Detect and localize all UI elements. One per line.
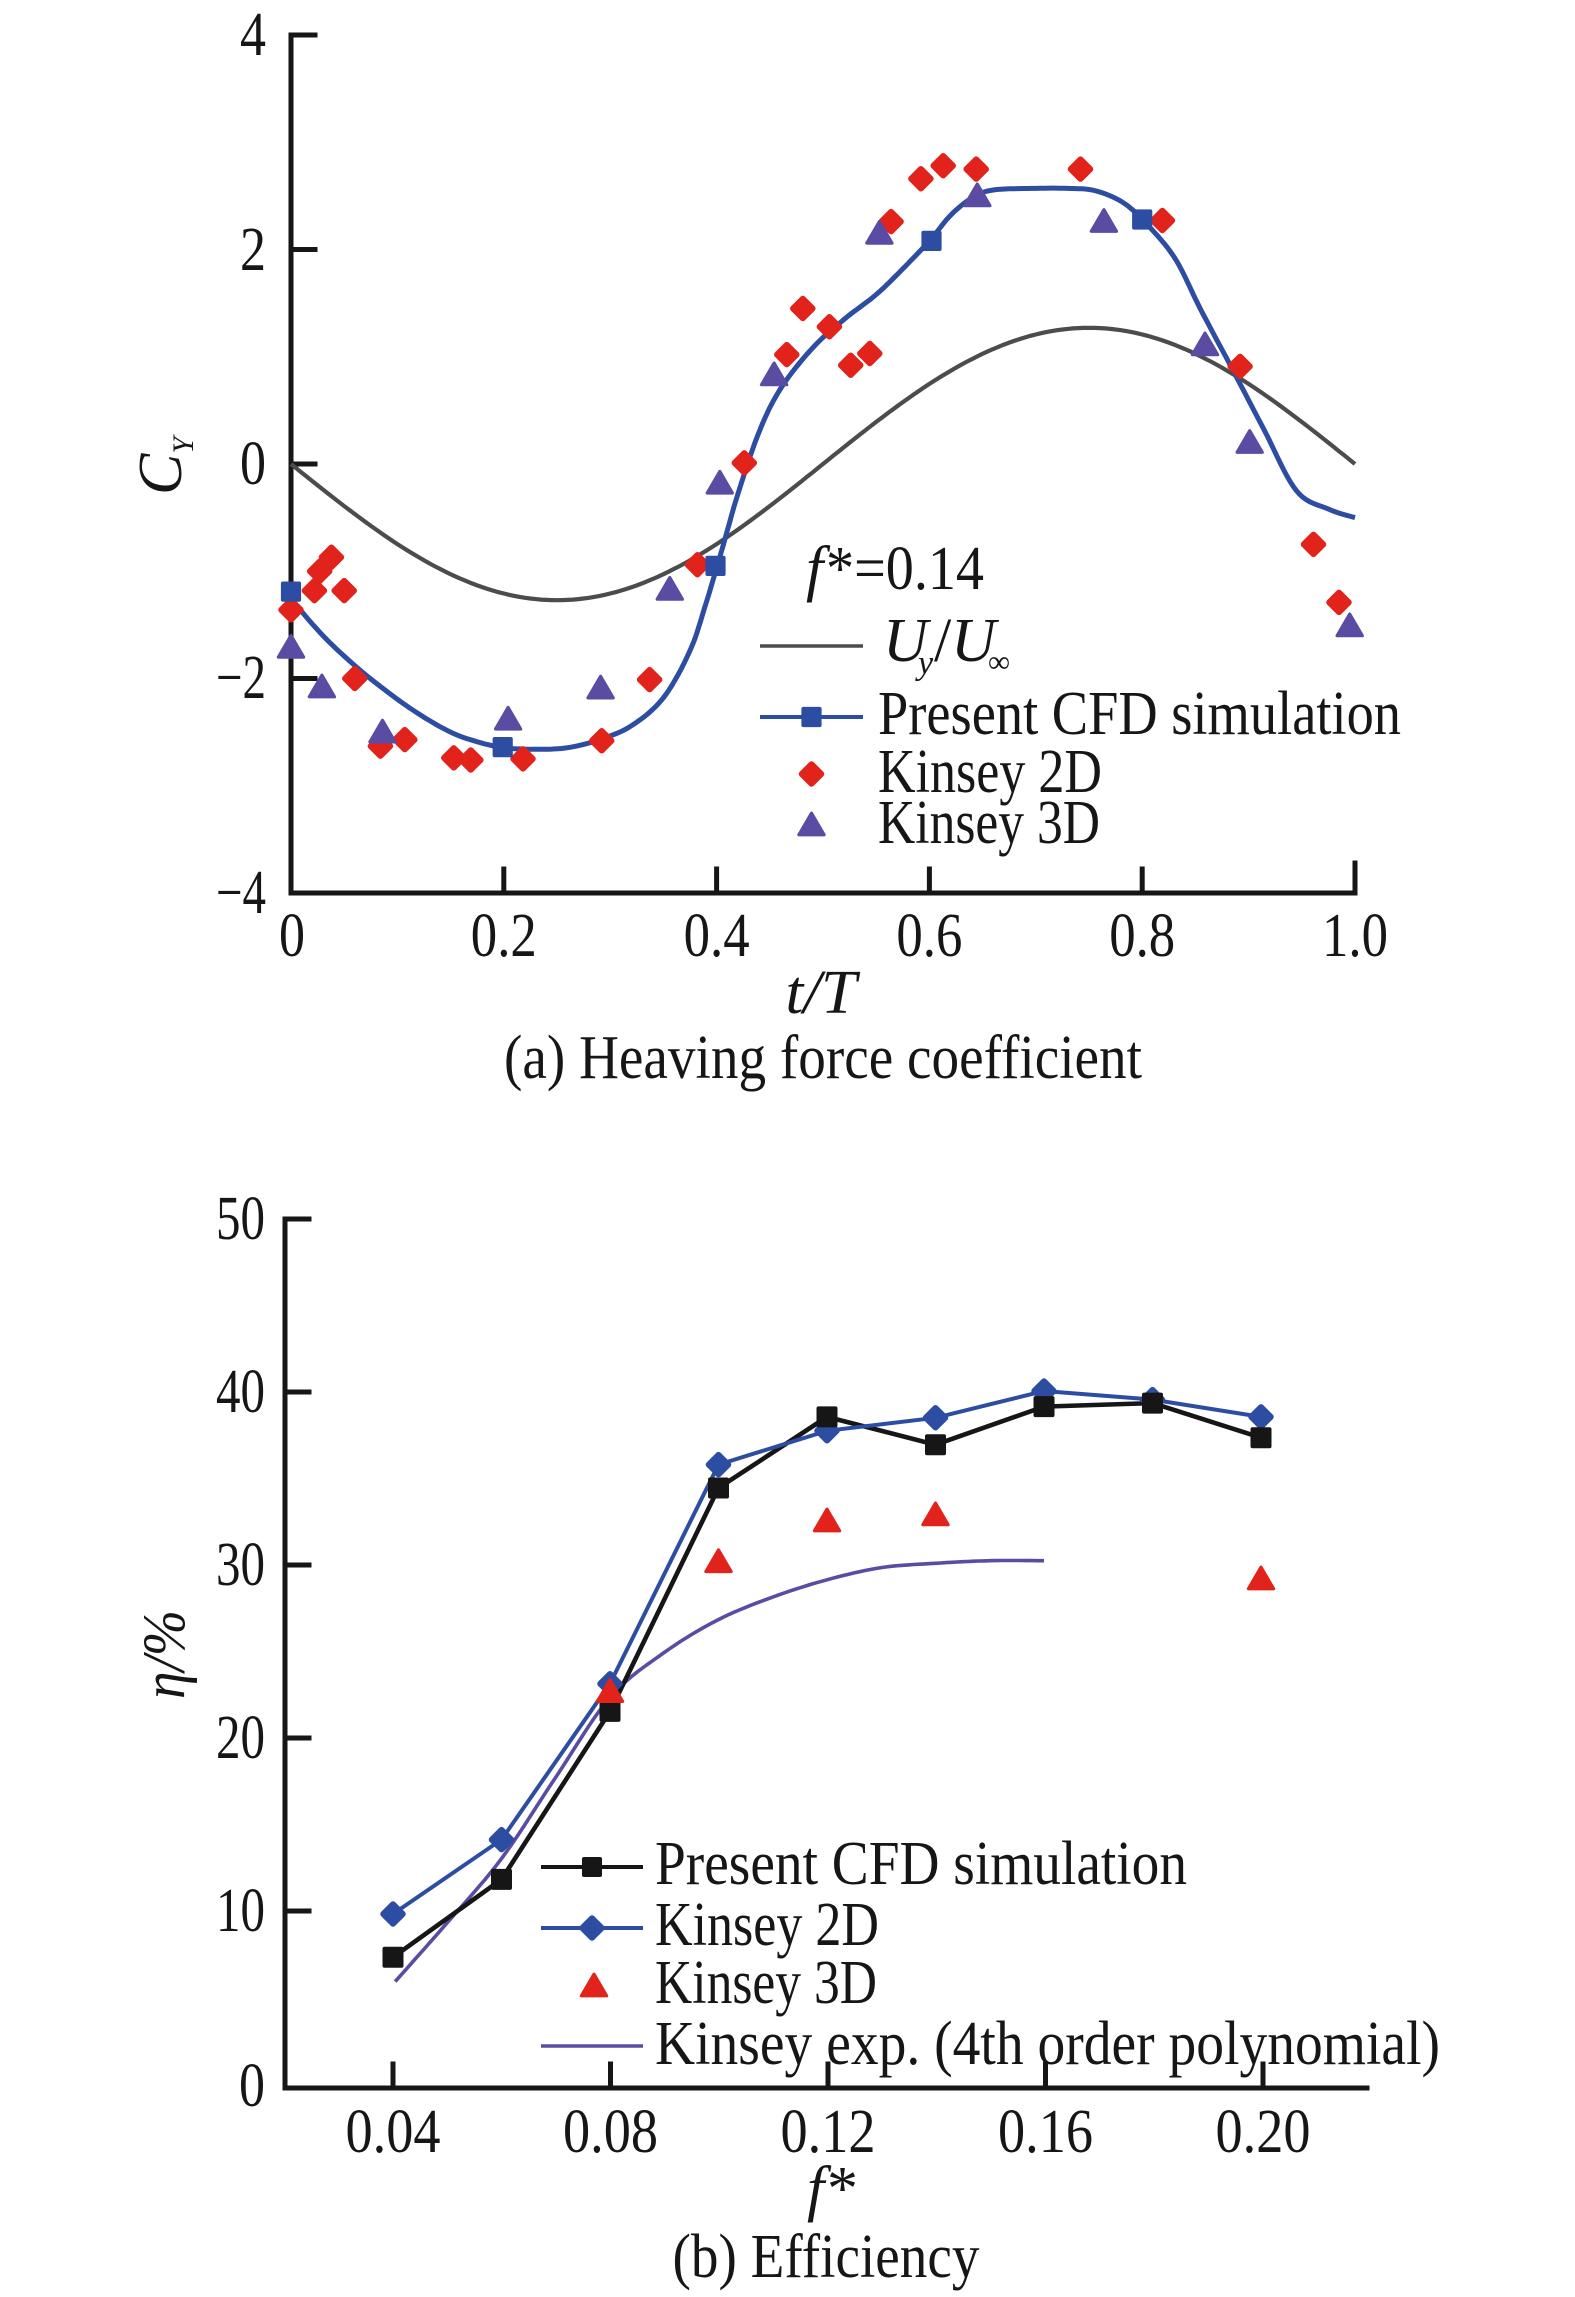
svg-text:0.16: 0.16 (998, 2098, 1093, 2166)
svg-text:CY: CY (127, 434, 200, 495)
svg-text:Kinsey 3D: Kinsey 3D (878, 789, 1100, 857)
svg-text:Present CFD simulation: Present CFD simulation (655, 1830, 1187, 1898)
svg-text:0.20: 0.20 (1216, 2098, 1311, 2166)
svg-text:t/T: t/T (786, 959, 862, 1027)
svg-text:*: * (827, 2155, 858, 2223)
svg-text:40: 40 (216, 1358, 265, 1426)
svg-text:Kinsey 2D: Kinsey 2D (878, 738, 1102, 806)
svg-text:0: 0 (279, 902, 305, 970)
svg-text:0.4: 0.4 (684, 902, 750, 970)
svg-text:0.8: 0.8 (1109, 902, 1175, 970)
svg-text:Uy/U∞: Uy/U∞ (883, 607, 1010, 682)
svg-text:0.2: 0.2 (471, 902, 537, 970)
svg-text:Kinsey 3D: Kinsey 3D (655, 1949, 877, 2017)
svg-text:2: 2 (240, 216, 266, 284)
svg-text:Kinsey exp. (4th order polynom: Kinsey exp. (4th order polynomial) (655, 2010, 1440, 2078)
svg-text:0: 0 (239, 2052, 265, 2120)
svg-text:Kinsey 2D: Kinsey 2D (655, 1891, 879, 1959)
svg-text:30: 30 (216, 1531, 265, 1599)
svg-text:*=0.14: *=0.14 (826, 535, 984, 603)
svg-text:0.12: 0.12 (781, 2098, 876, 2166)
svg-text:−2: −2 (216, 644, 266, 712)
svg-text:1.0: 1.0 (1322, 902, 1388, 970)
svg-text:0.04: 0.04 (346, 2098, 441, 2166)
svg-text:(b) Efficiency: (b) Efficiency (673, 2223, 980, 2291)
svg-text:−4: −4 (216, 859, 266, 927)
svg-text:0.6: 0.6 (896, 902, 962, 970)
svg-text:Present CFD simulation: Present CFD simulation (878, 680, 1401, 748)
svg-text:50: 50 (216, 1185, 265, 1253)
svg-text:10: 10 (216, 1877, 265, 1945)
svg-text:η/%: η/% (131, 1610, 197, 1699)
svg-text:20: 20 (216, 1704, 265, 1772)
svg-text:0: 0 (240, 430, 266, 498)
svg-text:4: 4 (240, 1, 266, 69)
svg-text:(a) Heaving force coefficient: (a) Heaving force coefficient (504, 1024, 1142, 1092)
svg-text:0.08: 0.08 (563, 2098, 658, 2166)
